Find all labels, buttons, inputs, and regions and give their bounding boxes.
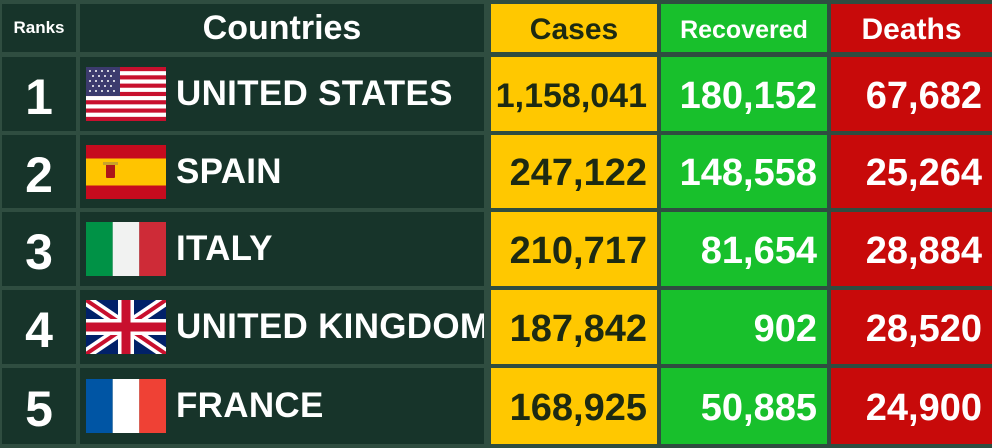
recovered-cell: 50,885 xyxy=(661,368,827,444)
uk-flag-icon xyxy=(86,300,166,354)
country-name: FRANCE xyxy=(176,386,324,425)
rank-cell: 5 xyxy=(2,368,76,444)
country-cell: UNITED STATES xyxy=(80,57,484,131)
header-cases: Cases xyxy=(491,4,657,52)
cases-cell: 168,925 xyxy=(491,368,657,444)
recovered-cell: 81,654 xyxy=(661,212,827,286)
country-name: ITALY xyxy=(176,229,273,268)
country-cell: SPAIN xyxy=(80,135,484,208)
deaths-cell: 24,900 xyxy=(831,368,992,444)
france-flag-icon xyxy=(86,379,166,433)
country-name: UNITED KINGDOM xyxy=(176,307,484,346)
country-name: UNITED STATES xyxy=(176,74,453,113)
cases-cell: 247,122 xyxy=(491,135,657,208)
deaths-cell: 25,264 xyxy=(831,135,992,208)
deaths-cell: 28,520 xyxy=(831,290,992,364)
header-recovered: Recovered xyxy=(661,4,827,52)
italy-flag-icon xyxy=(86,222,166,276)
spain-flag-icon xyxy=(86,144,166,199)
rank-cell: 1 xyxy=(2,57,76,131)
deaths-cell: 28,884 xyxy=(831,212,992,286)
country-cell: UNITED KINGDOM xyxy=(80,290,484,364)
cases-cell: 210,717 xyxy=(491,212,657,286)
country-cell: FRANCE xyxy=(80,368,484,444)
recovered-cell: 148,558 xyxy=(661,135,827,208)
cases-cell: 187,842 xyxy=(491,290,657,364)
cases-cell: 1,158,041 xyxy=(491,57,657,131)
deaths-cell: 67,682 xyxy=(831,57,992,131)
rank-cell: 3 xyxy=(2,212,76,286)
recovered-cell: 180,152 xyxy=(661,57,827,131)
us-flag-icon xyxy=(86,67,166,121)
recovered-cell: 902 xyxy=(661,290,827,364)
header-deaths: Deaths xyxy=(831,4,992,52)
country-name: SPAIN xyxy=(176,151,282,191)
country-cell: ITALY xyxy=(80,212,484,286)
rank-cell: 2 xyxy=(2,135,76,208)
header-countries: Countries xyxy=(80,4,484,52)
rank-cell: 4 xyxy=(2,290,76,364)
header-ranks: Ranks xyxy=(2,4,76,52)
